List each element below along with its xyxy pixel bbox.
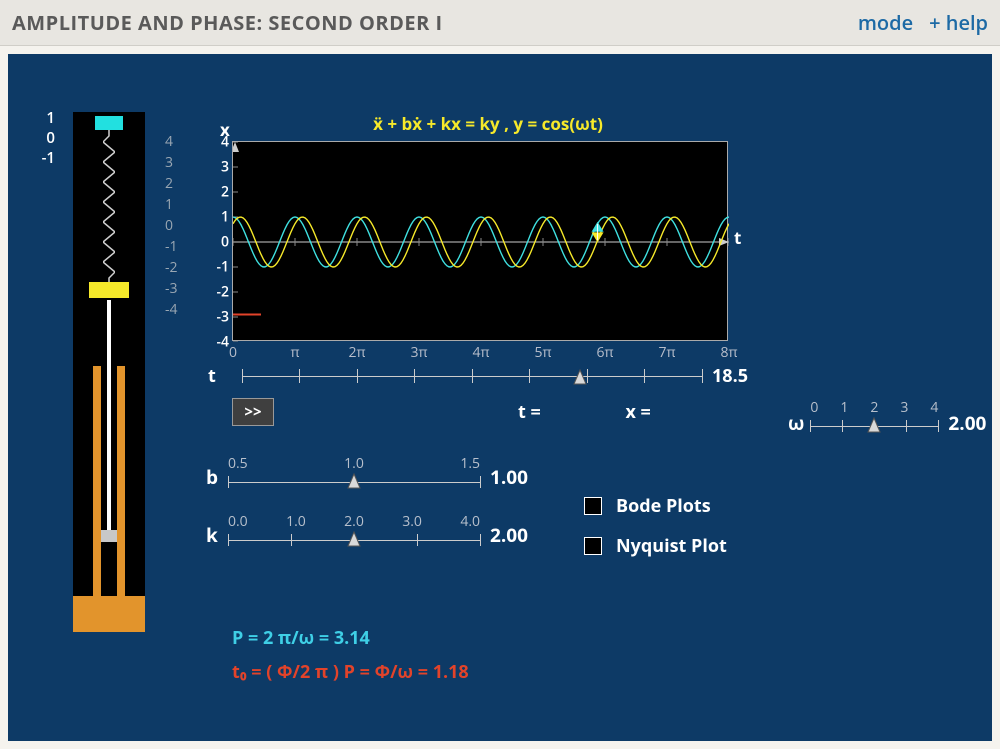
tick-label: 4.0 xyxy=(460,512,480,531)
b-slider[interactable]: b 0.5 1.0 1.5 1.00 xyxy=(206,454,528,492)
mass-block xyxy=(89,282,129,298)
scale-label: -1 xyxy=(31,148,55,168)
k-slider[interactable]: k 0.0 1.0 2.0 3.0 4.0 2.00 xyxy=(206,512,528,550)
slider-thumb[interactable] xyxy=(346,530,362,553)
b-slider-track[interactable]: 0.5 1.0 1.5 xyxy=(228,454,480,492)
spring-icon xyxy=(103,130,115,282)
x-readout-label: x = xyxy=(625,400,650,424)
scale-label: 1 xyxy=(165,195,178,216)
t-slider-label: t xyxy=(208,364,232,388)
nyquist-label: Nyquist Plot xyxy=(616,534,727,558)
scale-label: -1 xyxy=(165,237,178,258)
dashpot-tube xyxy=(117,366,125,596)
x-tick-label: 0 xyxy=(229,343,237,362)
y-tick-label: -2 xyxy=(209,283,229,302)
b-slider-label: b xyxy=(206,464,228,490)
timeseries-plot: 43210-1-2-3-40π2π3π4π5π6π7π8π xyxy=(232,141,728,341)
x-tick-label: 2π xyxy=(348,343,365,362)
tick-label: 0.5 xyxy=(228,454,248,473)
phase-formula: t₀ = ( Φ/2 π ) P = Φ/ω = 1.18 xyxy=(232,660,469,684)
b-slider-value: 1.00 xyxy=(490,464,528,490)
tick-label: 4 xyxy=(930,398,938,417)
y-tick-label: 0 xyxy=(209,233,229,252)
y-tick-label: 1 xyxy=(209,208,229,227)
tick-label: 2.0 xyxy=(344,512,364,531)
y-tick-label: -3 xyxy=(209,308,229,327)
k-slider-track[interactable]: 0.0 1.0 2.0 3.0 4.0 xyxy=(228,512,480,550)
scale-label: 0 xyxy=(31,128,55,148)
stage: 1 0 -1 43210-1-2-3-4 x ẍ + bẋ + kx = ky … xyxy=(8,54,992,741)
mode-link[interactable]: mode xyxy=(858,9,913,36)
help-link[interactable]: + help xyxy=(929,9,988,36)
tick-label: 3.0 xyxy=(402,512,422,531)
tick-label: 0.0 xyxy=(228,512,248,531)
checkbox-icon xyxy=(584,497,602,515)
t-slider[interactable]: t 18.5 xyxy=(208,364,748,388)
nyquist-checkbox[interactable]: Nyquist Plot xyxy=(584,534,727,558)
x-tick-label: 4π xyxy=(472,343,489,362)
slider-thumb[interactable] xyxy=(866,416,882,439)
scale-label: 3 xyxy=(165,153,178,174)
header-links: mode + help xyxy=(858,9,988,36)
t-slider-track[interactable] xyxy=(242,365,702,387)
plot-options: Bode Plots Nyquist Plot xyxy=(584,494,727,574)
period-formula: P = 2 π/ω = 3.14 xyxy=(232,626,370,650)
scale-label: 0 xyxy=(165,216,178,237)
omega-slider[interactable]: ω 0 1 2 3 4 2.00 xyxy=(788,398,986,436)
chart-panel: x ẍ + bẋ + kx = ky , y = cos(ωt) 43210-1… xyxy=(208,112,748,341)
dashpot-rod xyxy=(107,300,111,530)
scale-label: 4 xyxy=(165,132,178,153)
y-tick-label: 4 xyxy=(209,133,229,152)
plot-canvas xyxy=(233,142,729,342)
header-bar: AMPLITUDE AND PHASE: SECOND ORDER I mode… xyxy=(0,0,1000,46)
t-axis-label: t xyxy=(734,226,741,249)
readouts: t = x = xyxy=(518,400,731,424)
tick-label: 1.0 xyxy=(344,454,364,473)
omega-slider-track[interactable]: 0 1 2 3 4 xyxy=(810,398,938,436)
play-button[interactable]: >> xyxy=(232,398,274,426)
driver-block xyxy=(95,116,123,130)
omega-slider-value: 2.00 xyxy=(948,410,986,436)
x-tick-label: 7π xyxy=(658,343,675,362)
x-tick-label: π xyxy=(290,343,299,362)
scale-label: 2 xyxy=(165,174,178,195)
spring-left-scale: 1 0 -1 xyxy=(31,108,55,168)
k-slider-label: k xyxy=(206,522,228,548)
k-slider-value: 2.00 xyxy=(490,522,528,548)
spring-right-scale: 43210-1-2-3-4 xyxy=(165,132,178,321)
tick-label: 0 xyxy=(810,398,818,417)
tick-label: 1.5 xyxy=(460,454,480,473)
y-tick-label: -4 xyxy=(209,333,229,352)
checkbox-icon xyxy=(584,537,602,555)
tick-label: 2 xyxy=(870,398,878,417)
y-tick-label: 3 xyxy=(209,158,229,177)
scale-label: -3 xyxy=(165,279,178,300)
dashpot-tube xyxy=(93,366,101,596)
tick-label: 1.0 xyxy=(286,512,306,531)
omega-slider-label: ω xyxy=(788,410,804,436)
t-slider-value: 18.5 xyxy=(712,364,748,388)
tick-label: 3 xyxy=(900,398,908,417)
bode-label: Bode Plots xyxy=(616,494,711,518)
t-slider-thumb[interactable] xyxy=(572,368,588,392)
scale-label: 1 xyxy=(31,108,55,128)
t-readout-label: t = xyxy=(518,400,541,424)
x-tick-label: 6π xyxy=(596,343,613,362)
equation-text: ẍ + bẋ + kx = ky , y = cos(ωt) xyxy=(238,112,738,135)
scale-label: -4 xyxy=(165,300,178,321)
x-tick-label: 5π xyxy=(534,343,551,362)
tick-label: 1 xyxy=(840,398,848,417)
spring-box xyxy=(73,112,145,632)
x-tick-label: 3π xyxy=(410,343,427,362)
dashpot-base xyxy=(73,596,145,632)
slider-thumb[interactable] xyxy=(346,472,362,495)
spring-mass-panel: 1 0 -1 43210-1-2-3-4 xyxy=(63,84,173,644)
page-title: AMPLITUDE AND PHASE: SECOND ORDER I xyxy=(12,9,443,36)
scale-label: -2 xyxy=(165,258,178,279)
y-tick-label: -1 xyxy=(209,258,229,277)
bode-checkbox[interactable]: Bode Plots xyxy=(584,494,727,518)
y-tick-label: 2 xyxy=(209,183,229,202)
x-tick-label: 8π xyxy=(720,343,737,362)
